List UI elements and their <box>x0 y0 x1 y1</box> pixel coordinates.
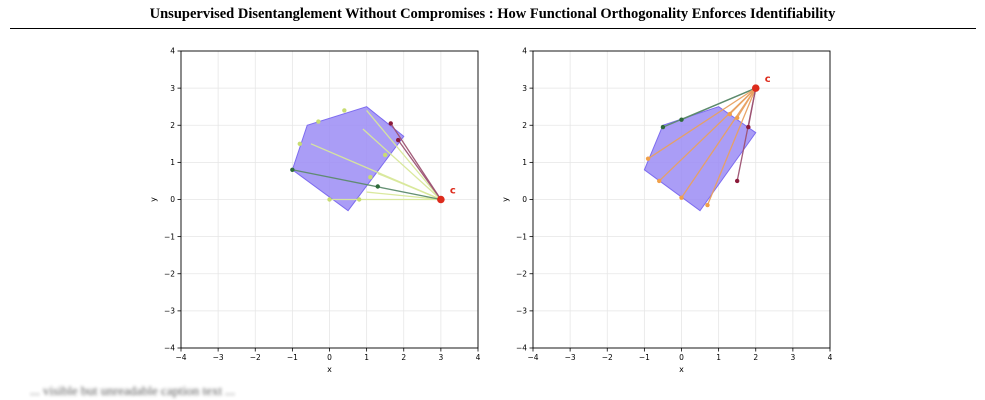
y-tick-label: 4 <box>170 47 175 56</box>
x-tick-label: −3 <box>213 353 224 362</box>
x-tick-label: 4 <box>476 353 481 362</box>
data-point <box>342 108 347 113</box>
y-tick-label: −4 <box>516 344 527 353</box>
ray-line <box>680 87 757 199</box>
y-tick-label: 1 <box>522 158 527 167</box>
data-point <box>660 124 666 130</box>
y-axis-label: y <box>501 197 510 202</box>
data-point <box>734 115 740 121</box>
ray-line <box>362 128 442 200</box>
ray-line <box>366 191 441 201</box>
x-tick-label: −1 <box>287 353 298 362</box>
x-tick-label: −1 <box>639 353 650 362</box>
y-tick-label: −1 <box>516 232 527 241</box>
point-c <box>437 195 445 204</box>
x-axis-label: x <box>327 365 332 374</box>
data-point <box>357 197 362 202</box>
data-point <box>734 178 740 184</box>
data-point <box>327 197 332 202</box>
plot-right: c −4 −3 −2 −1 0 1 2 3 4 −4 −3 −2 −1 0 1 2 3 4 x y <box>501 47 833 374</box>
ray-line <box>729 87 757 115</box>
x-tick-label: 0 <box>679 353 684 362</box>
point-c-label: c <box>450 186 456 197</box>
data-point <box>382 152 388 158</box>
y-tick-label: −2 <box>164 269 175 278</box>
data-point <box>645 156 651 161</box>
x-tick-label: −4 <box>175 353 186 362</box>
ray-line <box>747 88 757 128</box>
y-tick-label: 3 <box>522 84 527 93</box>
ray-line <box>681 87 757 121</box>
y-axis-label: y <box>149 197 158 202</box>
x-tick-label: 2 <box>401 353 406 362</box>
ray-line <box>397 139 442 200</box>
point-c-label: c <box>765 74 771 85</box>
data-point <box>297 141 302 147</box>
y-tick-label: −3 <box>516 307 527 316</box>
plot-left: c −4 −3 −2 −1 0 1 2 3 4 −4 −3 −2 −1 0 1 2 3 4 x y <box>149 47 481 374</box>
y-tick-label: 4 <box>522 47 527 56</box>
data-point <box>316 119 321 124</box>
data-point <box>727 111 732 117</box>
ray-line <box>647 87 757 160</box>
x-tick-label: −2 <box>250 353 261 362</box>
data-point <box>705 202 710 208</box>
x-tick-label: 2 <box>753 353 758 362</box>
x-tick-label: 3 <box>790 353 795 362</box>
y-tick-label: −1 <box>164 232 175 241</box>
figure-caption: ... visible but unreadable caption text … <box>30 383 236 398</box>
y-tick-label: 3 <box>170 84 175 93</box>
y-tick-label: 0 <box>170 195 175 204</box>
data-point <box>375 184 380 189</box>
point-c <box>751 84 760 92</box>
y-tick-label: 0 <box>522 195 527 204</box>
ray-line <box>736 87 757 119</box>
y-tick-label: 2 <box>170 121 175 130</box>
data-point <box>746 124 751 130</box>
data-point <box>395 137 401 143</box>
x-axis-label: x <box>679 365 684 374</box>
x-tick-label: −3 <box>565 353 576 362</box>
x-tick-label: 1 <box>716 353 721 362</box>
data-point <box>368 175 373 180</box>
ray-line <box>377 172 442 201</box>
y-tick-label: −4 <box>164 344 175 353</box>
y-tick-label: 1 <box>170 158 175 167</box>
convex-polygon <box>291 106 405 212</box>
y-tick-label: 2 <box>522 121 527 130</box>
x-tick-label: 4 <box>828 353 833 362</box>
header-rule <box>10 28 976 29</box>
ray-line <box>292 169 442 201</box>
paper-running-header: Unsupervised Disentanglement Without Com… <box>149 6 836 22</box>
ray-line <box>706 87 757 206</box>
ray-line <box>366 109 442 200</box>
data-point <box>657 178 662 184</box>
x-tick-label: 1 <box>364 353 369 362</box>
x-tick-label: −4 <box>527 353 538 362</box>
y-tick-label: −2 <box>516 269 527 278</box>
data-point <box>679 195 684 200</box>
data-point <box>679 117 684 122</box>
x-tick-label: 3 <box>438 353 443 362</box>
x-tick-label: −2 <box>602 353 613 362</box>
data-point <box>388 121 393 126</box>
y-tick-label: −3 <box>164 307 175 316</box>
x-tick-label: 0 <box>327 353 332 362</box>
data-point <box>290 167 295 172</box>
